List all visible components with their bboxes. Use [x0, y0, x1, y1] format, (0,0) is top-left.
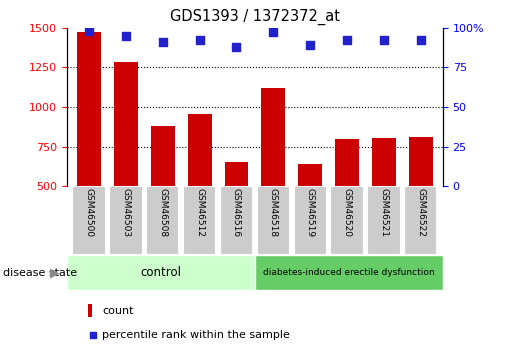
Text: GSM46500: GSM46500	[84, 188, 94, 237]
Point	[343, 38, 351, 43]
Bar	[67, 255, 255, 290]
Text: control: control	[141, 266, 181, 279]
Point	[85, 28, 93, 33]
Point	[306, 42, 314, 48]
Text: count: count	[102, 306, 133, 315]
Bar	[114, 62, 138, 186]
Text: GSM46512: GSM46512	[195, 188, 204, 237]
Bar	[187, 114, 212, 186]
Point	[417, 38, 425, 43]
Text: ▶: ▶	[49, 266, 59, 279]
Bar	[367, 186, 401, 255]
Text: GSM46508: GSM46508	[158, 188, 167, 237]
Text: percentile rank within the sample: percentile rank within the sample	[102, 330, 290, 339]
Text: diabetes-induced erectile dysfunction: diabetes-induced erectile dysfunction	[263, 268, 435, 277]
Point	[380, 38, 388, 43]
Title: GDS1393 / 1372372_at: GDS1393 / 1372372_at	[170, 9, 340, 25]
Point	[232, 44, 241, 49]
Bar	[409, 137, 433, 186]
Bar	[73, 186, 106, 255]
Bar	[220, 186, 253, 255]
Point	[89, 332, 97, 337]
Point	[159, 39, 167, 45]
Bar	[372, 138, 396, 186]
Text: GSM46520: GSM46520	[342, 188, 352, 237]
Text: GSM46522: GSM46522	[416, 188, 425, 237]
Bar	[262, 88, 285, 186]
Bar	[331, 186, 364, 255]
Bar	[404, 186, 437, 255]
Text: GSM46503: GSM46503	[122, 188, 130, 237]
Bar	[257, 186, 290, 255]
Bar	[335, 139, 359, 186]
Point	[196, 38, 204, 43]
Bar	[183, 186, 216, 255]
Bar	[146, 186, 179, 255]
Bar	[109, 186, 143, 255]
Point	[269, 30, 278, 35]
Text: GSM46521: GSM46521	[380, 188, 388, 237]
Bar	[225, 162, 248, 186]
Bar	[298, 164, 322, 186]
Text: disease state: disease state	[3, 268, 77, 277]
Point	[122, 33, 130, 38]
Bar	[77, 32, 101, 186]
Bar	[255, 255, 443, 290]
Text: GSM46518: GSM46518	[269, 188, 278, 237]
Bar	[294, 186, 327, 255]
Text: GSM46516: GSM46516	[232, 188, 241, 237]
Bar	[151, 126, 175, 186]
Text: GSM46519: GSM46519	[306, 188, 315, 237]
